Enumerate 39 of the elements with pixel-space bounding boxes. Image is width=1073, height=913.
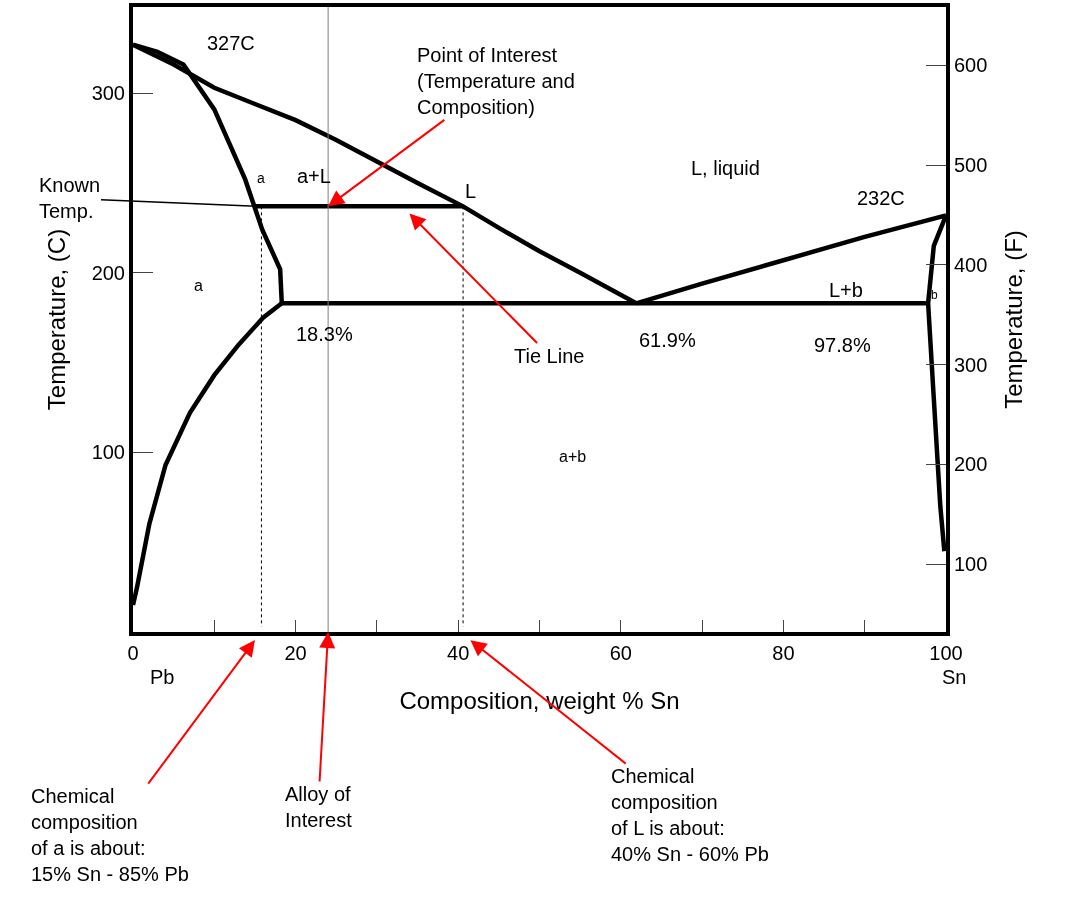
annotation: Known Temp. bbox=[39, 174, 101, 222]
text: Chemical composition of L is about: 40% Sn - 60% Pb bbox=[611, 765, 769, 865]
y-tick-label: 100 bbox=[91, 441, 125, 464]
annotation: a bbox=[257, 170, 265, 186]
annotation: Point of Interest (Temperature and Composition) bbox=[417, 44, 575, 118]
y-tick-label: 200 bbox=[91, 261, 125, 284]
annotation: 327C bbox=[207, 32, 255, 54]
y-tick-label: 300 bbox=[91, 82, 125, 105]
annotation: L+b bbox=[829, 279, 863, 301]
annotation: a bbox=[194, 277, 203, 294]
text: Chemical composition of a is about: 15% Sn - 85% Pb bbox=[31, 785, 189, 885]
x-tick-label: 20 bbox=[284, 642, 307, 664]
annotation: a+L bbox=[297, 165, 331, 187]
x-tick-label: 40 bbox=[447, 642, 470, 664]
x-tick-label: 60 bbox=[609, 642, 632, 664]
annotation: 97.8% bbox=[814, 334, 871, 356]
annotation: 61.9% bbox=[639, 329, 696, 351]
y2-tick-label: 300 bbox=[954, 353, 988, 376]
annotation: Alloy of Interest bbox=[285, 783, 353, 831]
annotation: 18.3% bbox=[296, 323, 353, 345]
x-tick-label: 80 bbox=[772, 642, 795, 664]
text: Pb bbox=[150, 666, 175, 688]
annotation: L, liquid bbox=[691, 157, 760, 179]
y2-axis-title: Temperature, (F) bbox=[1000, 230, 1028, 409]
y2-tick-label: 600 bbox=[954, 54, 988, 77]
annotation: Tie Line bbox=[514, 345, 585, 367]
annotation: a+b bbox=[559, 448, 587, 465]
y2-tick-label: 400 bbox=[954, 253, 988, 276]
annotation: b bbox=[931, 288, 938, 302]
y-axis-title: Temperature, (C) bbox=[43, 228, 71, 411]
y2-tick-label: 100 bbox=[954, 553, 988, 576]
x-axis-title: Composition, weight % Sn bbox=[399, 686, 680, 714]
y2-tick-label: 200 bbox=[954, 453, 988, 476]
annotation: 232C bbox=[857, 187, 905, 209]
y2-tick-label: 500 bbox=[954, 154, 988, 177]
x-tick-label: 100 bbox=[929, 642, 963, 664]
text: Sn bbox=[942, 666, 967, 688]
annotation: L bbox=[465, 180, 477, 202]
x-tick-label: 0 bbox=[127, 642, 139, 664]
